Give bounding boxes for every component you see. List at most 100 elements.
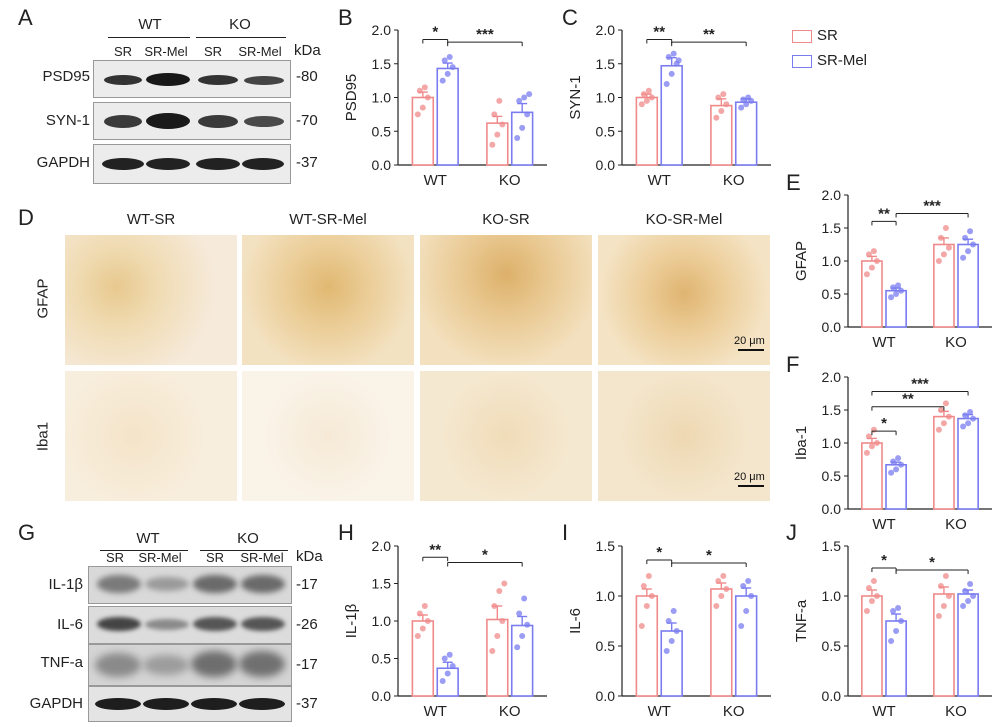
data-point	[738, 104, 745, 111]
data-point	[441, 655, 448, 662]
data-point	[962, 412, 969, 419]
data-point	[446, 651, 453, 658]
bar	[957, 593, 979, 697]
blot-g-lane-1: SR	[105, 550, 125, 565]
chart-c: 0.0 0.5 1.0 1.5 2.0 SYN-1 WT KO ** **	[567, 22, 771, 189]
panel-label-d: D	[18, 205, 34, 230]
y-tick-label: 0.0	[372, 688, 392, 704]
data-point	[723, 101, 730, 108]
data-point	[868, 264, 875, 271]
y-tick-label: 0.5	[372, 123, 392, 139]
y-tick-label: 1.0	[596, 90, 616, 106]
y-tick-label: 0.5	[596, 638, 616, 654]
bar	[660, 64, 683, 166]
data-point	[514, 644, 521, 651]
data-point	[868, 443, 875, 450]
bar	[861, 260, 883, 328]
data-point	[713, 114, 720, 121]
sig-label: *	[706, 547, 712, 564]
sig-label: **	[429, 541, 441, 558]
ihc-iba1-wt-sr	[65, 371, 237, 501]
data-point	[940, 603, 947, 609]
data-point	[940, 251, 947, 258]
data-point	[865, 585, 872, 591]
y-axis-label: IL-6	[567, 608, 584, 634]
blot-a-kda-label: kDa	[294, 42, 321, 59]
x-tick-label: KO	[945, 516, 967, 533]
data-point	[715, 94, 722, 101]
data-point	[873, 258, 880, 264]
x-tick-label: WT	[872, 703, 895, 720]
data-point	[416, 87, 423, 94]
y-tick-label: 1.5	[822, 402, 842, 418]
y-tick-label: 0.5	[596, 123, 616, 139]
data-point	[960, 254, 967, 261]
data-point	[670, 608, 677, 614]
data-point	[419, 625, 426, 632]
data-point	[516, 610, 523, 617]
y-axis-label: PSD95	[343, 74, 360, 122]
ihc-iba1-ko-srmel: 20 μm	[598, 371, 770, 501]
data-point	[965, 598, 972, 604]
data-point	[489, 648, 496, 654]
data-point	[962, 234, 969, 241]
data-point	[643, 97, 650, 104]
x-tick-label: WT	[648, 703, 671, 720]
blot-g-row-label: GAPDH	[29, 695, 83, 712]
data-point	[748, 593, 755, 599]
data-point	[449, 663, 456, 669]
ihc-iba1-ko-sr	[420, 371, 592, 501]
blot-a-lane-2: SR-Mel	[144, 44, 188, 59]
blot-a-group-ko: KO	[229, 16, 251, 33]
y-tick-label: 1.5	[596, 538, 616, 554]
y-axis-label: IL-1β	[343, 603, 360, 638]
ihc-scale-bar	[738, 349, 764, 351]
ihc-gfap-ko-srmel: 20 μm	[598, 235, 770, 365]
bar	[635, 595, 659, 697]
data-point	[670, 50, 677, 57]
data-point	[940, 420, 947, 427]
data-point	[673, 628, 680, 634]
sig-label: *	[881, 415, 887, 432]
y-axis-label: SYN-1	[567, 75, 584, 119]
data-point	[965, 248, 972, 255]
blot-a-ko-line	[196, 37, 286, 38]
data-point	[967, 228, 974, 235]
panel-label-c: C	[562, 5, 578, 30]
data-point	[863, 271, 870, 278]
panel-label-e: E	[786, 170, 801, 195]
data-point	[745, 578, 752, 584]
bar	[436, 67, 459, 166]
data-point	[935, 258, 942, 264]
x-tick-label: WT	[424, 172, 447, 189]
sig-label: ***	[476, 26, 494, 43]
x-tick-label: WT	[648, 172, 671, 189]
data-point	[868, 598, 875, 604]
data-point	[740, 583, 747, 589]
data-point	[720, 91, 727, 98]
x-tick-label: WT	[872, 334, 895, 351]
data-point	[663, 648, 670, 654]
data-point	[870, 248, 877, 255]
blot-a-row-label: GAPDH	[36, 154, 90, 171]
y-tick-label: 2.0	[596, 22, 616, 38]
data-point	[895, 455, 902, 462]
sig-label: *	[929, 554, 935, 571]
data-point	[419, 104, 426, 111]
data-point	[935, 426, 942, 433]
y-axis-label: TNF-a	[793, 599, 810, 642]
data-point	[870, 578, 877, 584]
sig-label: ***	[911, 376, 929, 393]
blot-g-wt-line	[100, 550, 188, 551]
blot-g-kda-label: kDa	[296, 548, 323, 565]
data-point	[898, 461, 905, 468]
y-tick-label: 0.0	[596, 157, 616, 173]
blot-a-mw: -37	[296, 154, 318, 171]
data-point	[895, 605, 902, 611]
blot-g-mw: -17	[296, 576, 318, 593]
y-axis-label: Iba-1	[793, 426, 810, 460]
data-point	[890, 608, 897, 614]
